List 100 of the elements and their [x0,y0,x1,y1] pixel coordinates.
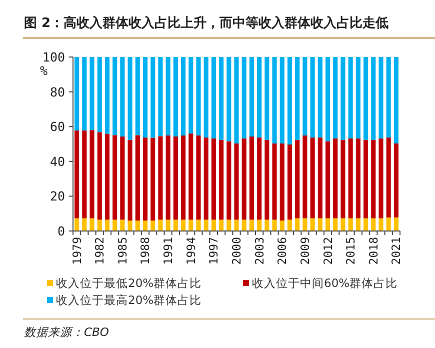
bar [272,57,277,144]
bar [318,57,322,138]
bar [348,218,353,231]
bar [90,218,94,231]
bar [325,57,330,142]
bar [158,136,163,220]
bar [112,220,118,231]
bar [242,220,246,231]
y-tick-label: 100 [42,50,65,64]
x-tick-label: 1994 [184,236,198,265]
bar [264,140,270,220]
bar [378,138,384,218]
bar [310,57,315,138]
x-tick-label: 2009 [298,236,312,265]
bar [272,220,277,231]
bar [135,135,140,221]
bar [112,57,118,136]
bar [295,218,300,231]
y-tick-label: 80 [50,84,65,100]
bar [371,57,376,140]
bar [378,57,384,138]
bar [394,57,398,144]
bar [280,220,284,231]
bar [142,138,148,221]
bar [264,220,270,231]
legend-label: 收入位于中间60%群体占比 [252,276,398,290]
bar [249,220,254,231]
bar [234,57,239,144]
bar [310,138,315,218]
bar [128,57,132,140]
bar [257,220,262,231]
bar [333,57,338,138]
bar [173,57,178,137]
bar [196,220,201,231]
bar [249,136,254,220]
bar [310,218,315,231]
bar [348,57,353,138]
x-tick-label: 1985 [115,237,130,265]
legend-label: 收入位于最高20%群体占比 [56,293,202,307]
x-tick-label: 2021 [389,236,404,265]
bar [166,57,170,136]
x-tick-label: 2006 [275,236,290,265]
bar [188,220,194,231]
x-tick-label: 1988 [138,236,152,265]
bar [386,138,391,218]
bar [226,57,232,142]
x-tick-label: 2000 [230,236,244,265]
bar [97,220,102,231]
bar [280,143,284,221]
y-tick-label: 0 [57,224,65,238]
bar [82,218,87,231]
bar [257,57,262,138]
x-tick-label: 2012 [320,237,335,265]
bar [188,134,194,220]
bar [74,57,80,130]
source-note: 数据来源：CBO [24,325,109,339]
x-tick-label: 2015 [344,237,358,265]
bar [287,144,292,220]
y-tick-label: 20 [50,188,65,204]
bar [128,140,132,221]
bar [340,218,346,231]
bar [142,57,148,138]
bar [356,138,360,218]
bar [219,140,224,220]
bar [219,57,224,140]
bar [120,57,125,137]
bar [364,140,368,218]
bar [264,57,270,140]
x-tick-label: 1982 [92,237,107,265]
bar [173,136,178,220]
bar [325,141,330,218]
bar [196,57,201,136]
bar [204,220,208,231]
bar [272,143,277,220]
bar [242,57,246,138]
bar [166,220,170,231]
bar [318,218,322,231]
bar [104,57,110,134]
bar [104,134,110,220]
bar [112,135,118,220]
x-tick-label: 1991 [161,236,176,265]
bar [234,143,239,220]
bar [82,130,87,218]
bar [249,57,254,137]
bar [356,57,360,138]
bar [211,220,216,231]
legend-label: 收入位于最低20%群体占比 [56,276,202,290]
bar [150,57,156,138]
bar [166,135,170,220]
bar [364,57,368,140]
bar [371,218,376,231]
bar [302,57,308,136]
bar [128,220,132,231]
bar [394,143,398,218]
bar [219,220,224,231]
bar [280,57,284,144]
bar [318,138,322,218]
bar [364,218,368,231]
bar [287,220,292,231]
x-tick-label: 1979 [70,236,84,265]
